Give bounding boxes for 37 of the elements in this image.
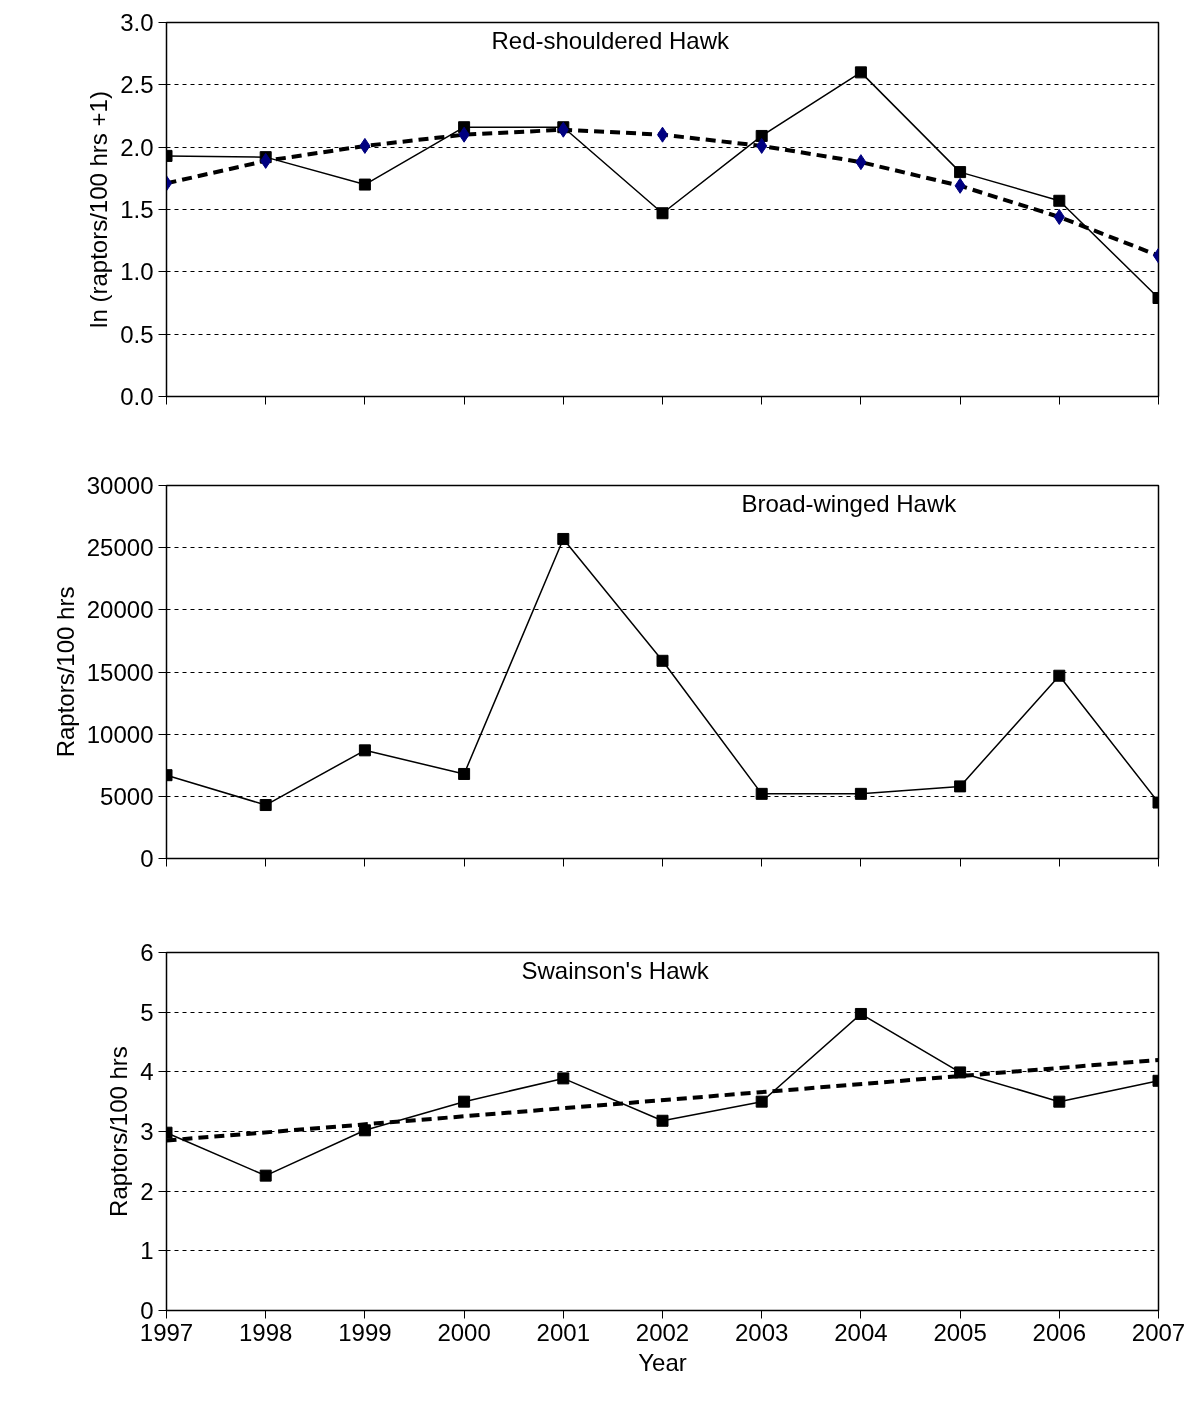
x-tick-label: 2000 bbox=[437, 1318, 491, 1346]
x-tick-label: 2002 bbox=[635, 1318, 690, 1346]
x-tick-label: 2007 bbox=[1131, 1318, 1186, 1346]
y-tick-label: 0.0 bbox=[120, 383, 154, 410]
x-axis-title: Year bbox=[638, 1348, 687, 1376]
y-tick-label: 2 bbox=[140, 1177, 154, 1205]
x-tick-label: 2001 bbox=[536, 1318, 590, 1346]
y-tick-label: 30000 bbox=[86, 472, 154, 499]
x-tick-label: 1999 bbox=[338, 1318, 392, 1346]
annotation: Red-shouldered Hawk bbox=[491, 27, 730, 54]
y-tick-label: 4 bbox=[140, 1058, 154, 1086]
y-tick-label: 2.5 bbox=[120, 71, 154, 99]
y-tick-label: 3 bbox=[140, 1118, 154, 1145]
y-tick-label: 6 bbox=[140, 939, 154, 966]
y-tick-label: 10000 bbox=[86, 720, 154, 748]
y-axis-title: Raptors/100 hrs bbox=[105, 1046, 133, 1217]
y-tick-label: 5 bbox=[140, 998, 154, 1026]
y-tick-label: 0 bbox=[140, 845, 154, 872]
y-axis-title: ln (raptors/100 hrs +1) bbox=[85, 91, 113, 328]
y-tick-label: 2.0 bbox=[120, 133, 154, 161]
y-tick-label: 25000 bbox=[86, 534, 154, 562]
x-tick-label: 2005 bbox=[933, 1318, 987, 1346]
y-tick-label: 5000 bbox=[100, 782, 154, 810]
x-tick-label: 2003 bbox=[735, 1318, 789, 1346]
y-tick-label: 1.0 bbox=[120, 258, 154, 286]
y-tick-label: 3.0 bbox=[120, 9, 154, 36]
x-tick-label: 1998 bbox=[239, 1318, 293, 1346]
y-tick-label: 1 bbox=[140, 1237, 154, 1265]
x-tick-label: 2006 bbox=[1032, 1318, 1086, 1346]
y-tick-label: 1.5 bbox=[120, 196, 154, 223]
y-tick-label: 20000 bbox=[86, 596, 154, 624]
x-tick-label: 2004 bbox=[834, 1318, 888, 1346]
y-tick-label: 0.5 bbox=[120, 320, 154, 348]
annotation: Swainson's Hawk bbox=[521, 957, 710, 984]
annotation: Broad-winged Hawk bbox=[741, 490, 958, 517]
y-tick-label: 15000 bbox=[86, 658, 154, 686]
y-axis-title: Raptors/100 hrs bbox=[51, 586, 79, 758]
